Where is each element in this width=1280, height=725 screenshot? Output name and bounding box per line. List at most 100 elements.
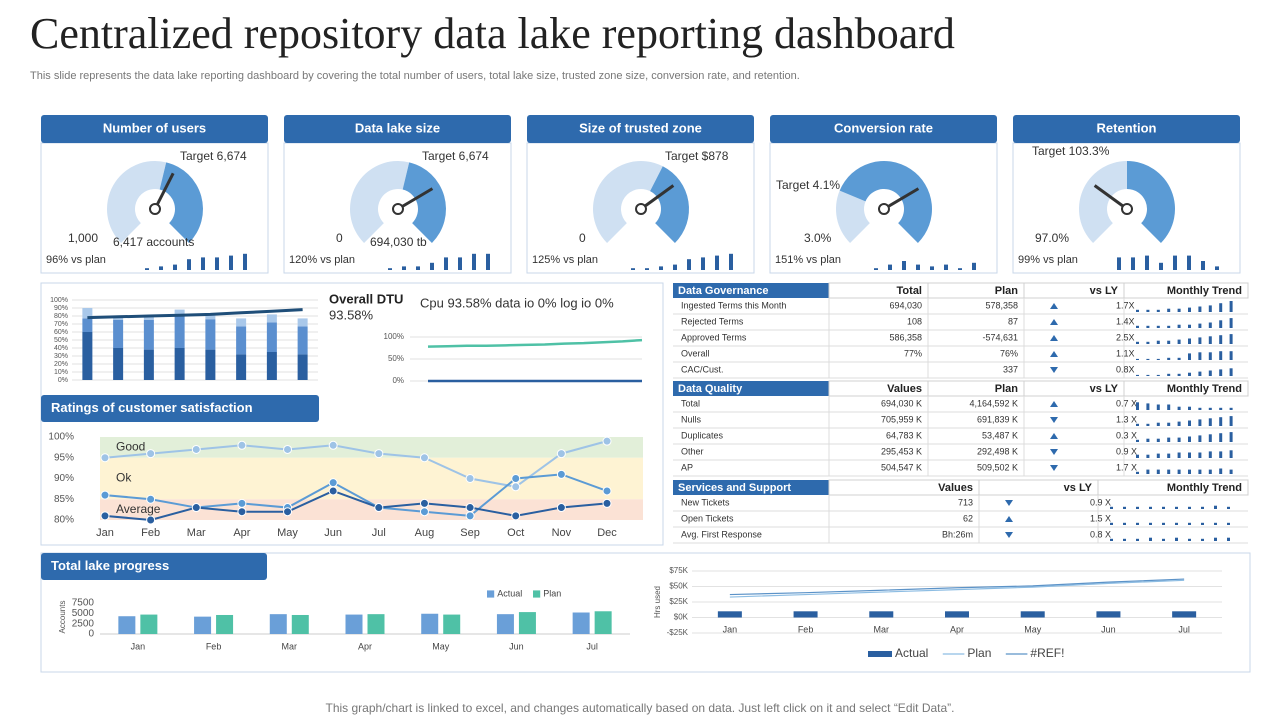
spark-bar — [173, 264, 177, 270]
trend-bar — [1219, 451, 1223, 458]
table-cell: Total — [681, 398, 700, 408]
marker — [465, 474, 475, 483]
trend-bar — [1198, 419, 1202, 426]
target-label: Target 6,674 — [422, 149, 489, 163]
bar — [1172, 611, 1197, 618]
legend-swatch — [868, 651, 892, 657]
trend-bar — [1229, 334, 1233, 344]
spark-bar — [972, 262, 976, 270]
table-cell: 64,783 K — [886, 430, 922, 440]
trend-bar — [1149, 537, 1152, 541]
trend-bar — [1198, 452, 1202, 458]
trend-bar — [1198, 352, 1202, 360]
trend-bar — [1167, 340, 1171, 344]
legend-swatch — [487, 590, 495, 598]
line — [729, 579, 1185, 598]
trend-bar — [1156, 358, 1160, 360]
spark-bar — [402, 266, 406, 270]
vs-ly: 0.7 X — [1116, 398, 1137, 408]
trend-bar — [1146, 438, 1150, 442]
table-cell: 108 — [907, 316, 922, 326]
card-header — [1013, 115, 1240, 143]
column-header: Values — [887, 383, 922, 395]
table-header-cell — [673, 480, 829, 495]
band-label: Good — [116, 440, 145, 454]
table-cell: 691,839 K — [977, 414, 1018, 424]
trend-bar — [1219, 351, 1223, 360]
vs-ly: 0.8 X — [1090, 529, 1111, 539]
table-title: Data Governance — [678, 285, 768, 297]
y-tick-label: 40% — [54, 345, 68, 352]
gauge-band — [839, 160, 933, 243]
legend-swatch — [533, 590, 541, 598]
trend-bar — [1208, 469, 1212, 474]
marker — [556, 503, 566, 513]
y-tick-label: 50% — [54, 337, 68, 344]
legend-label: Actual — [497, 588, 522, 598]
trend-bar — [1167, 404, 1171, 410]
y-tick-label: 95% — [54, 452, 74, 463]
gauge-band — [1127, 161, 1176, 243]
table-header-cell — [1123, 380, 1249, 397]
table-cell: 504,547 K — [881, 462, 922, 472]
gauge-hub — [635, 203, 647, 215]
marker — [602, 498, 612, 508]
y-tick-label: 90% — [54, 473, 74, 484]
spark-bar — [687, 259, 691, 270]
trend-bar — [1188, 338, 1191, 344]
vs-plan: 125% vs plan — [532, 254, 598, 266]
spark-bar — [215, 257, 219, 270]
x-tick-label: Jun — [324, 527, 342, 539]
trend-bar — [1136, 522, 1139, 525]
column-header: Monthly Trend — [1167, 285, 1242, 297]
marker — [328, 486, 338, 496]
table-cell: 87 — [1008, 316, 1018, 326]
bar — [869, 611, 894, 618]
table-cell: 77% — [904, 348, 922, 358]
gauge-track — [835, 190, 870, 243]
y-tick-label: $25K — [669, 597, 688, 606]
bar — [1020, 611, 1045, 618]
gauge-track — [107, 161, 167, 243]
trend-bar — [1188, 522, 1191, 525]
trend-bar — [1123, 538, 1126, 541]
trend-arrow — [1005, 532, 1013, 538]
trend-arrow — [1005, 500, 1013, 506]
trend-bar — [1201, 522, 1204, 525]
trend-bar — [1227, 506, 1230, 509]
trend-bar — [1146, 358, 1150, 360]
trend-bar — [1198, 337, 1202, 344]
trend-bar — [1208, 434, 1212, 442]
gauge-needle — [1093, 184, 1128, 211]
card-title: Number of users — [103, 120, 206, 135]
trend-bar — [1136, 423, 1139, 426]
trend-bar — [1188, 372, 1191, 376]
spark-bar — [715, 255, 719, 270]
gauge-hub — [878, 203, 890, 215]
y-tick-label: -$25K — [667, 628, 689, 637]
panel — [40, 552, 1251, 673]
trend-bar — [1177, 357, 1181, 360]
target-label: Target $878 — [665, 149, 729, 163]
trend-bar — [1146, 469, 1150, 474]
marker — [146, 515, 156, 525]
spark-bar — [1131, 257, 1135, 270]
bar — [205, 349, 216, 380]
bar — [82, 308, 93, 319]
table-cell: Open Tickets — [681, 513, 734, 523]
bar — [143, 316, 154, 320]
x-tick-label: Mar — [874, 624, 890, 634]
table-cell: 62 — [963, 513, 973, 523]
y-tick-label: 80% — [54, 313, 68, 320]
table-cell: 694,030 K — [881, 398, 922, 408]
y-tick-label: 100% — [50, 297, 68, 304]
trend-bar — [1219, 407, 1223, 410]
x-tick-label: Jul — [372, 527, 386, 539]
trend-bar — [1219, 303, 1223, 312]
trend-bar — [1188, 324, 1191, 328]
y-tick-label: 20% — [54, 361, 68, 368]
table-cell: Approved Terms — [681, 332, 747, 342]
trend-bar — [1219, 433, 1223, 442]
